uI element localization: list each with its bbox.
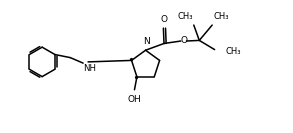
Text: O: O bbox=[180, 36, 188, 45]
Text: O: O bbox=[161, 14, 168, 24]
Text: CH₃: CH₃ bbox=[178, 12, 193, 21]
Text: OH: OH bbox=[127, 95, 141, 104]
Text: NH: NH bbox=[84, 64, 96, 73]
Text: N: N bbox=[143, 37, 149, 46]
Text: CH₃: CH₃ bbox=[225, 47, 241, 56]
Text: CH₃: CH₃ bbox=[214, 12, 229, 21]
